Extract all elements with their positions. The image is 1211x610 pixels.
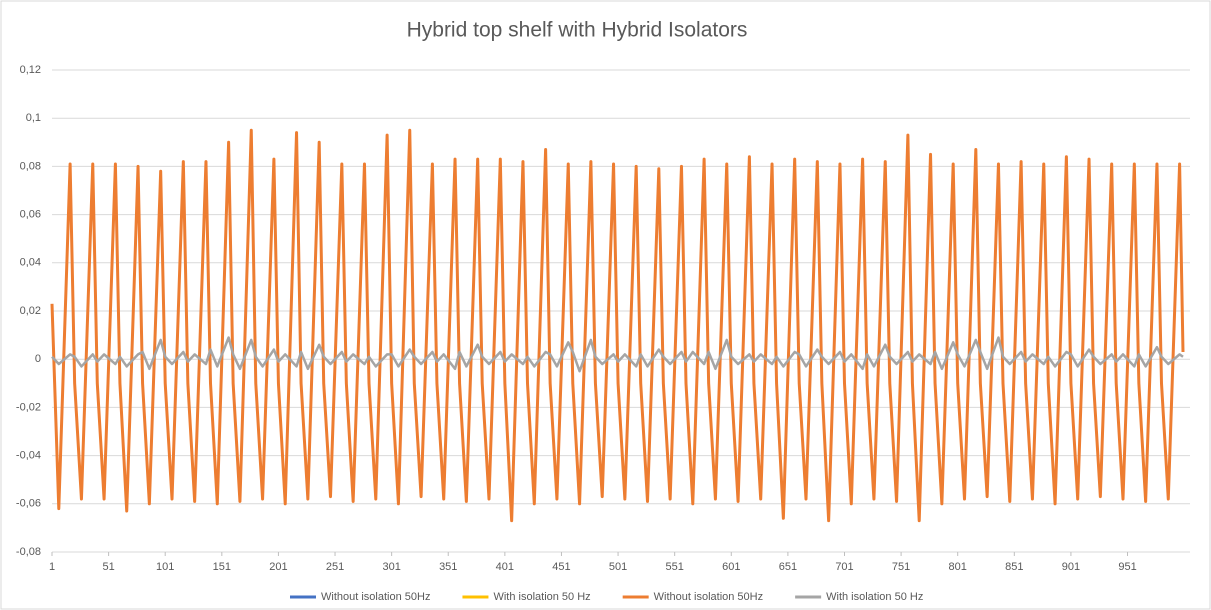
y-tick-label: 0 bbox=[35, 353, 41, 365]
y-tick-label: 0,02 bbox=[20, 305, 41, 317]
legend-label: Without isolation 50Hz bbox=[321, 591, 430, 603]
x-tick-label: 651 bbox=[779, 561, 797, 573]
y-tick-label: 0,12 bbox=[20, 64, 41, 76]
x-tick-label: 601 bbox=[722, 561, 740, 573]
x-tick-label: 151 bbox=[213, 561, 231, 573]
chart-title: Hybrid top shelf with Hybrid Isolators bbox=[407, 19, 748, 42]
y-tick-label: -0,02 bbox=[16, 401, 41, 413]
x-tick-label: 201 bbox=[269, 561, 287, 573]
legend-label: With isolation 50 Hz bbox=[826, 591, 923, 603]
x-tick-label: 901 bbox=[1062, 561, 1080, 573]
legend-label: With isolation 50 Hz bbox=[493, 591, 590, 603]
series-line bbox=[50, 128, 1185, 523]
x-tick-label: 351 bbox=[439, 561, 457, 573]
x-tick-label: 451 bbox=[552, 561, 570, 573]
y-tick-label: -0,08 bbox=[16, 546, 41, 558]
x-tick-label: 801 bbox=[949, 561, 967, 573]
x-tick-label: 851 bbox=[1005, 561, 1023, 573]
x-tick-label: 1 bbox=[49, 561, 55, 573]
x-tick-label: 501 bbox=[609, 561, 627, 573]
x-tick-label: 401 bbox=[496, 561, 514, 573]
y-tick-label: 0,06 bbox=[20, 209, 41, 221]
x-tick-label: 551 bbox=[665, 561, 683, 573]
legend-label: Without isolation 50Hz bbox=[654, 591, 763, 603]
y-tick-label: -0,06 bbox=[16, 498, 41, 510]
x-tick-label: 51 bbox=[102, 561, 114, 573]
x-tick-label: 101 bbox=[156, 561, 174, 573]
y-tick-label: 0,1 bbox=[26, 112, 41, 124]
series-line bbox=[51, 336, 1184, 373]
x-tick-label: 951 bbox=[1118, 561, 1136, 573]
x-tick-label: 251 bbox=[326, 561, 344, 573]
y-tick-label: -0,04 bbox=[16, 450, 41, 462]
y-tick-label: 0,08 bbox=[20, 160, 41, 172]
y-tick-label: 0,04 bbox=[20, 257, 41, 269]
x-tick-label: 751 bbox=[892, 561, 910, 573]
x-tick-label: 701 bbox=[835, 561, 853, 573]
x-tick-label: 301 bbox=[382, 561, 400, 573]
